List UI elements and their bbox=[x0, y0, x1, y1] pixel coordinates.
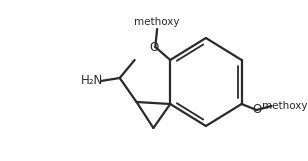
Text: O: O bbox=[253, 103, 262, 115]
Text: methoxy: methoxy bbox=[262, 101, 307, 111]
Text: H₂N: H₂N bbox=[80, 75, 103, 87]
Text: methoxy: methoxy bbox=[134, 17, 180, 27]
Text: O: O bbox=[150, 41, 159, 54]
